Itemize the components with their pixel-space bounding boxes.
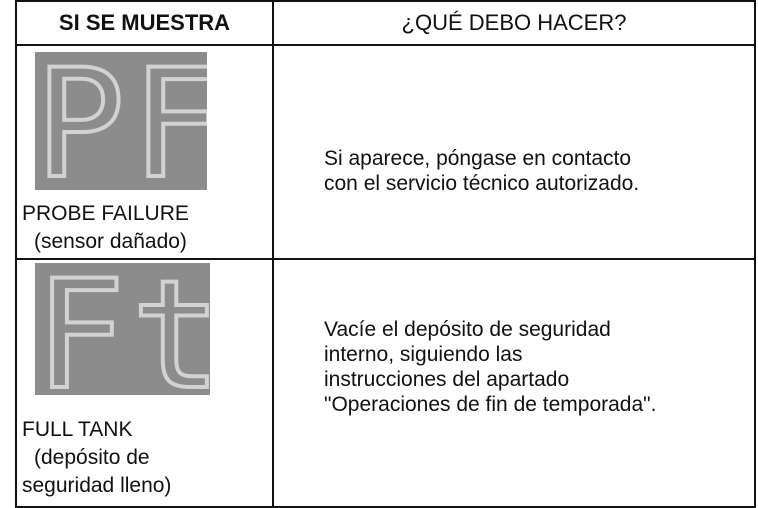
display-label: (depósito de [34, 446, 150, 469]
display-panel: PF [35, 52, 207, 190]
display-label: FULL TANK [22, 418, 133, 441]
action-text: Si aparece, póngase en contacto [324, 147, 632, 170]
action-text: con el servicio técnico autorizado. [324, 172, 640, 195]
display-label: (sensor dañado) [34, 230, 187, 253]
display-label: PROBE FAILURE [22, 202, 189, 225]
header-text: SI SE MUESTRA [58, 10, 231, 35]
display-code: Ft [35, 263, 210, 395]
action-text: Vacíe el depósito de seguridad [324, 318, 611, 341]
action-text: interno, siguiendo las [324, 343, 523, 366]
display-label: seguridad lleno) [22, 474, 172, 497]
display-code: PF [35, 52, 207, 190]
header-cell: ¿QUÉ DEBO HACER? [272, 0, 756, 46]
action-text: "Operaciones de fin de temporada". [324, 393, 657, 416]
action-text: instrucciones del apartado [324, 368, 570, 391]
display-panel: Ft [35, 263, 210, 395]
header-text: ¿QUÉ DEBO HACER? [401, 10, 627, 35]
header-cell: SI SE MUESTRA [15, 0, 274, 46]
